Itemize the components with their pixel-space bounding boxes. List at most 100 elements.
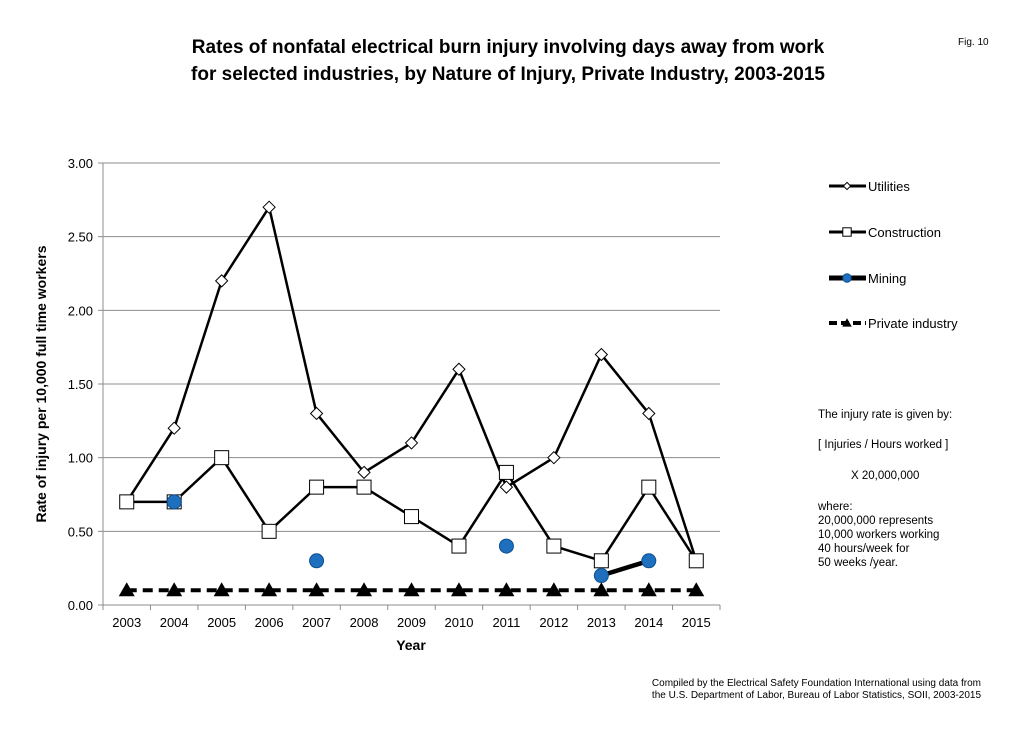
x-tick-label: 2009 bbox=[397, 615, 426, 630]
explanation-line-2: 10,000 workers working bbox=[818, 529, 939, 541]
data-point-circle bbox=[166, 494, 182, 510]
x-tick-label: 2003 bbox=[112, 615, 141, 630]
y-tick-label: 0.00 bbox=[68, 598, 93, 613]
y-tick-label: 1.50 bbox=[68, 377, 93, 392]
data-point-diamond bbox=[547, 450, 561, 465]
x-tick-label: 2006 bbox=[255, 615, 284, 630]
data-point-triangle bbox=[166, 582, 183, 597]
data-point-circle bbox=[842, 273, 852, 283]
data-point-square bbox=[546, 538, 562, 554]
data-point-square bbox=[688, 553, 704, 569]
data-point-triangle bbox=[450, 582, 467, 597]
series-line bbox=[600, 558, 650, 578]
data-point-triangle bbox=[308, 582, 325, 597]
figure-label: Fig. 10 bbox=[958, 37, 989, 48]
data-point-diamond bbox=[309, 406, 324, 421]
legend-item-mining: Mining bbox=[829, 271, 906, 286]
data-point-triangle bbox=[688, 582, 705, 597]
y-tick-label: 0.50 bbox=[68, 524, 93, 539]
formula-intro: The injury rate is given by: bbox=[818, 409, 952, 421]
formula-multiplier: X 20,000,000 bbox=[851, 470, 919, 482]
data-point-circle bbox=[593, 568, 609, 584]
data-point-diamond bbox=[452, 362, 466, 376]
x-tick-label: 2010 bbox=[445, 615, 474, 630]
legend-label: Mining bbox=[868, 271, 906, 286]
data-point-triangle bbox=[356, 582, 373, 597]
data-point-square bbox=[404, 509, 419, 525]
gridlines bbox=[103, 162, 720, 532]
series-layer bbox=[118, 200, 705, 597]
data-point-triangle bbox=[403, 582, 420, 597]
formula-annotation: The injury rate is given by: [ Injuries … bbox=[817, 409, 952, 569]
legend: Utilities Construction Mining Private indus… bbox=[829, 179, 958, 331]
data-point-circle bbox=[641, 553, 657, 569]
y-tick-labels: 0.00 0.50 1.00 1.50 2.00 2.50 3.00 bbox=[68, 156, 93, 613]
y-tick-label: 1.00 bbox=[68, 451, 93, 466]
data-point-diamond bbox=[499, 480, 514, 494]
data-point-square bbox=[593, 553, 609, 569]
explanation-line-4: 50 weeks /year. bbox=[818, 557, 898, 569]
data-point-square bbox=[214, 450, 230, 466]
data-point-triangle bbox=[545, 582, 562, 597]
data-point-square bbox=[498, 464, 514, 480]
data-point-diamond bbox=[404, 436, 419, 450]
legend-label: Utilities bbox=[868, 179, 910, 194]
data-point-square bbox=[451, 538, 467, 554]
legend-item-construction: Construction bbox=[829, 225, 941, 240]
axes bbox=[98, 162, 721, 610]
series-construction bbox=[119, 450, 704, 569]
data-point-triangle bbox=[842, 318, 852, 327]
x-tick-label: 2008 bbox=[350, 615, 379, 630]
source-line-1: Compiled by the Electrical Safety Founda… bbox=[652, 678, 981, 689]
x-tick-labels: 2003 2004 2005 2006 2007 2008 2009 2010 2011 2012… bbox=[112, 615, 710, 630]
explanation-line-3: 40 hours/week for bbox=[818, 543, 910, 555]
x-tick-label: 2005 bbox=[207, 615, 236, 630]
data-point-square bbox=[261, 523, 277, 539]
y-tick-label: 2.00 bbox=[68, 303, 93, 318]
chart-title-line-1: Rates of nonfatal electrical burn injury… bbox=[192, 37, 825, 58]
legend-item-utilities: Utilities bbox=[829, 179, 910, 194]
explanation-line-1: 20,000,000 represents bbox=[818, 515, 933, 527]
data-point-triangle bbox=[261, 582, 278, 597]
data-point-diamond bbox=[167, 421, 181, 435]
data-point-triangle bbox=[593, 582, 610, 597]
data-point-triangle bbox=[213, 582, 230, 597]
y-axis-label: Rate of injury per 10,000 full time work… bbox=[33, 245, 49, 522]
data-point-square bbox=[309, 479, 325, 495]
formula: [ Injuries / Hours worked ] bbox=[818, 439, 948, 451]
where-label: where: bbox=[817, 501, 853, 513]
legend-item-private-industry: Private industry bbox=[829, 316, 958, 331]
x-tick-label: 2004 bbox=[160, 615, 189, 630]
x-tick-label: 2015 bbox=[682, 615, 711, 630]
data-point-diamond bbox=[842, 181, 852, 191]
data-point-circle bbox=[498, 538, 514, 554]
data-point-triangle bbox=[498, 582, 515, 597]
data-point-square bbox=[356, 479, 372, 495]
data-point-square bbox=[119, 494, 135, 510]
data-point-circle bbox=[309, 553, 325, 569]
data-point-square bbox=[641, 479, 657, 495]
x-tick-label: 2013 bbox=[587, 615, 616, 630]
x-tick-label: 2014 bbox=[634, 615, 663, 630]
legend-label: Construction bbox=[868, 225, 941, 240]
series-private-industry bbox=[118, 582, 705, 597]
data-point-diamond bbox=[262, 200, 276, 214]
source-line-2: the U.S. Department of Labor, Bureau of … bbox=[652, 690, 982, 701]
x-axis-label: Year bbox=[396, 637, 426, 653]
data-point-triangle bbox=[118, 582, 135, 597]
data-point-diamond bbox=[214, 274, 229, 288]
y-tick-label: 2.50 bbox=[68, 230, 93, 245]
chart-title-line-2: for selected industries, by Nature of In… bbox=[191, 64, 825, 85]
series-mining bbox=[166, 494, 657, 584]
data-point-diamond bbox=[642, 406, 656, 421]
legend-label: Private industry bbox=[868, 316, 958, 331]
data-point-diamond bbox=[594, 347, 609, 362]
data-point-square bbox=[842, 227, 852, 237]
x-tick-label: 2012 bbox=[539, 615, 568, 630]
y-tick-label: 3.00 bbox=[68, 156, 93, 171]
data-point-triangle bbox=[640, 582, 657, 597]
x-tick-label: 2007 bbox=[302, 615, 331, 630]
data-point-diamond bbox=[357, 465, 371, 480]
x-tick-label: 2011 bbox=[492, 615, 520, 630]
